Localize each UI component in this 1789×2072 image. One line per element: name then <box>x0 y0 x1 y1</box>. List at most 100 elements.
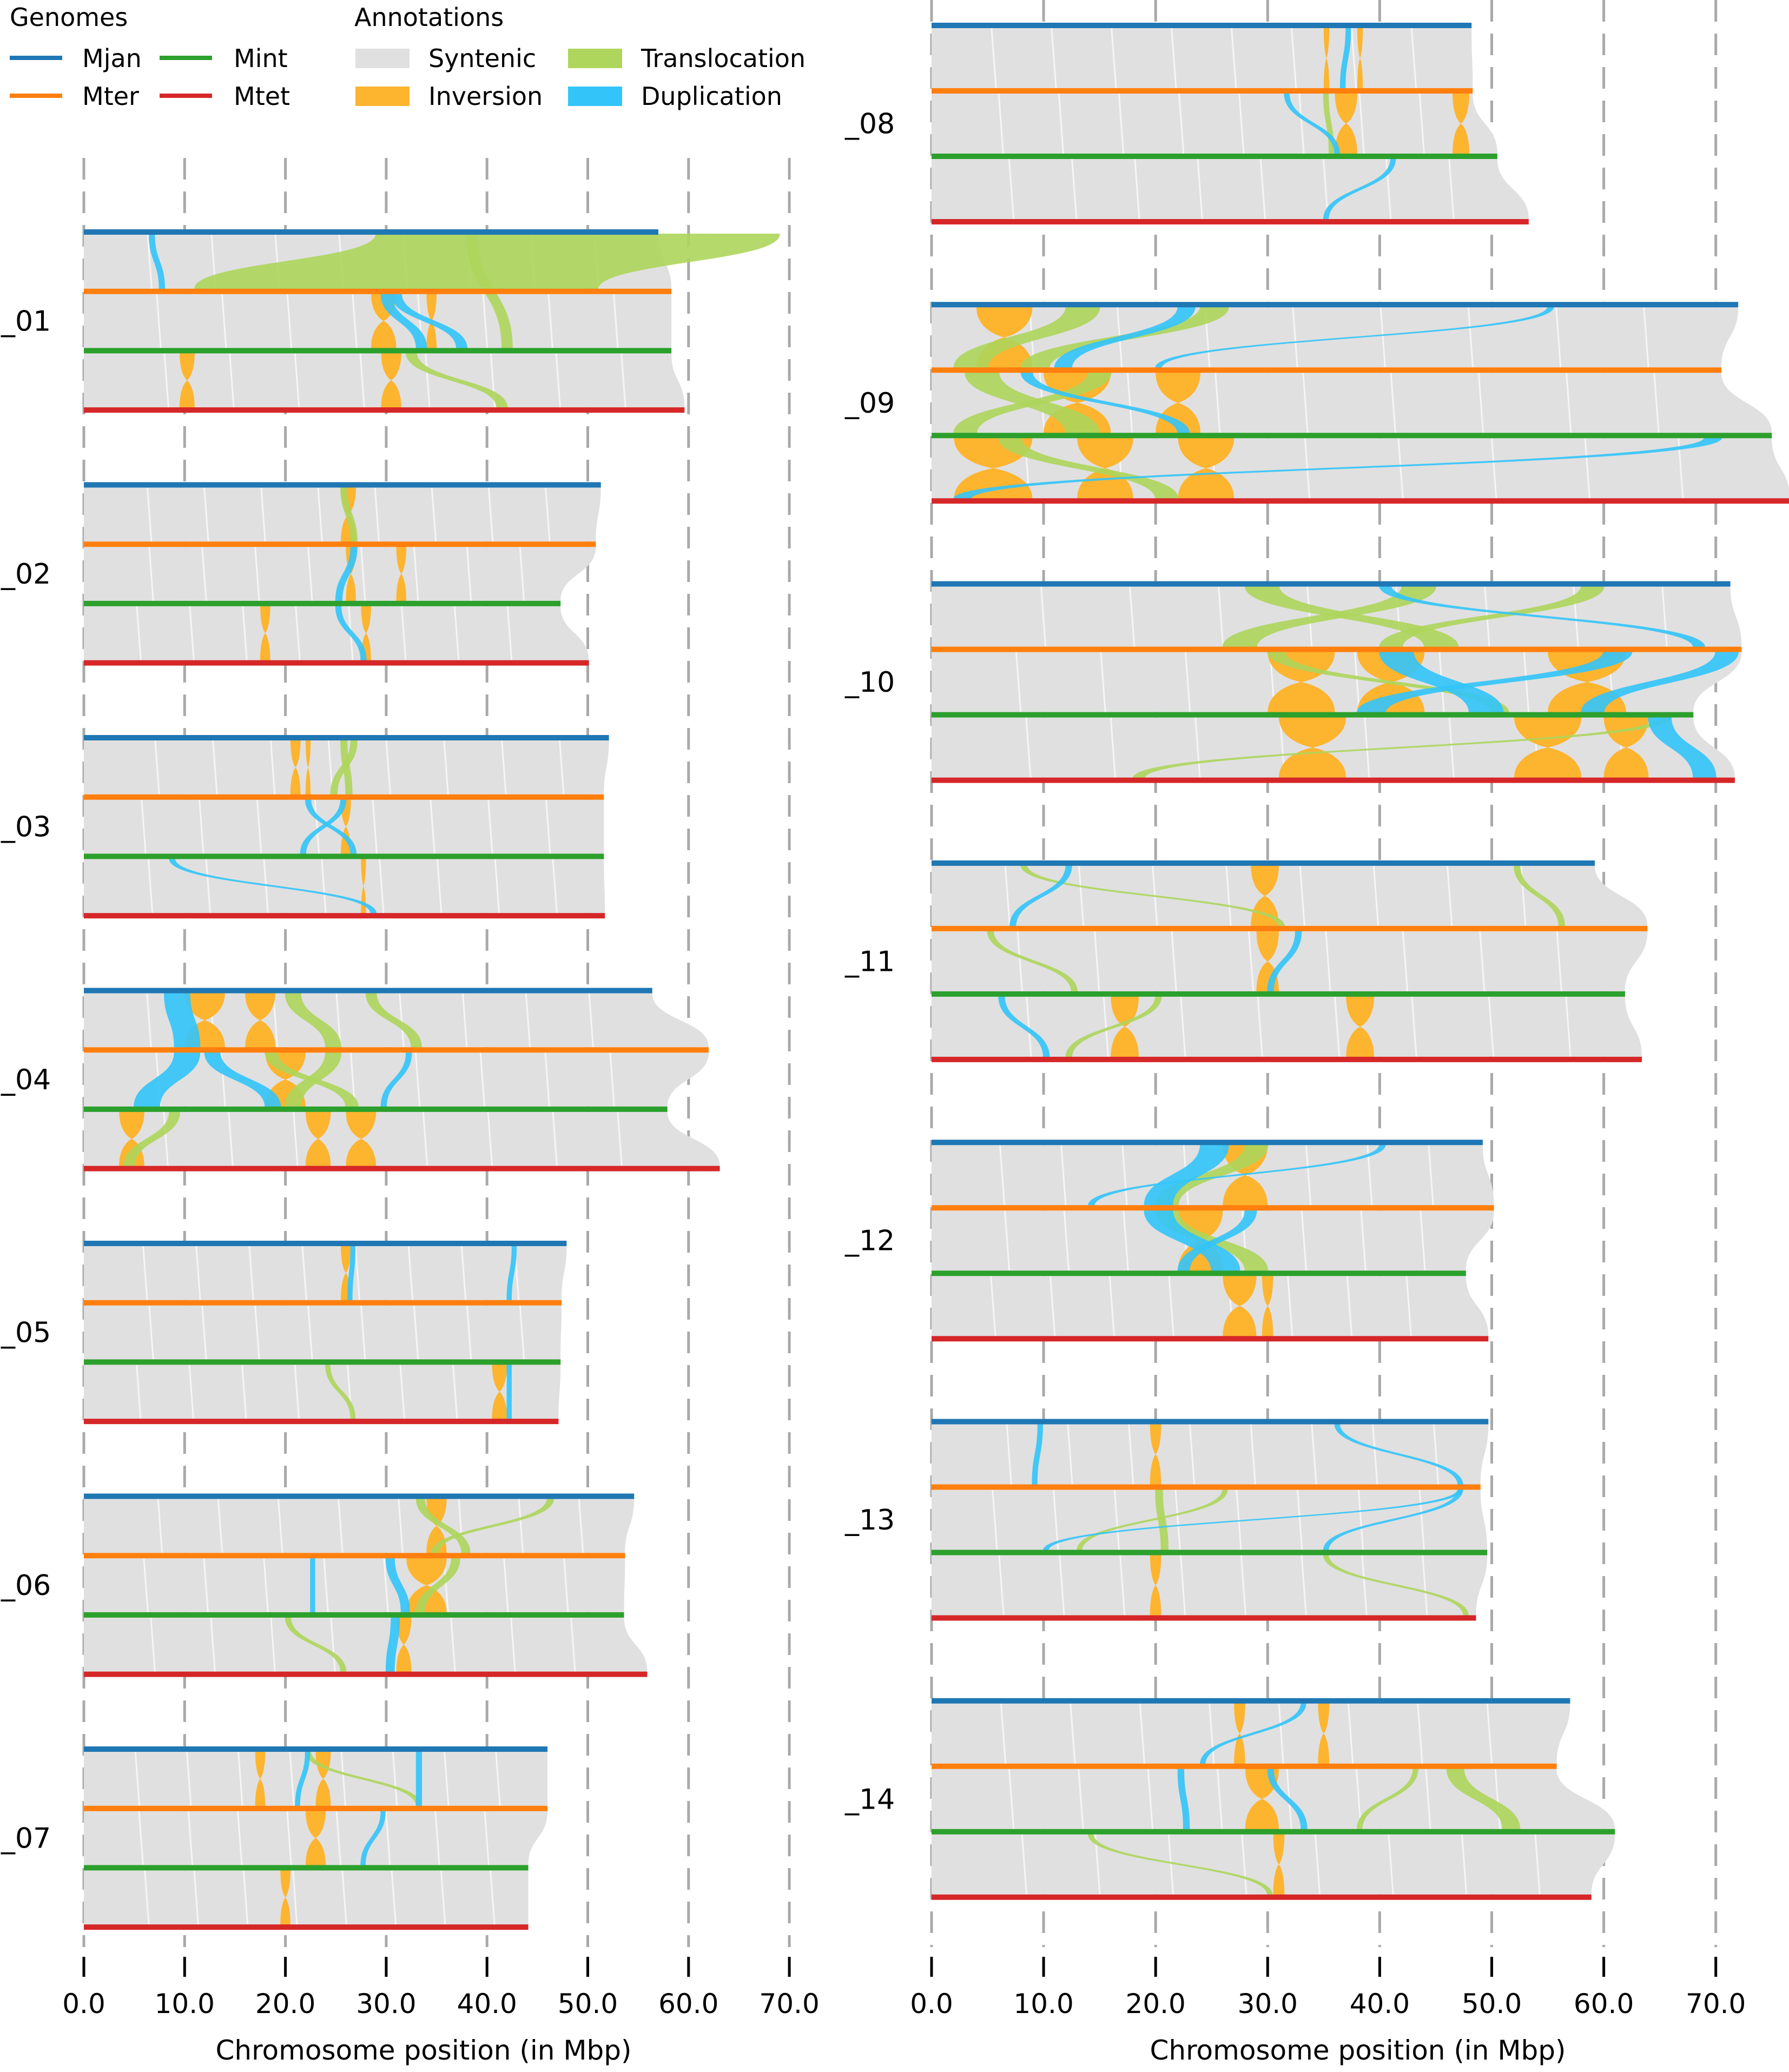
syntenic-gap <box>1534 1834 1541 1895</box>
chromosome-label: _04 <box>1 1064 51 1096</box>
syntenic-gap <box>330 1617 336 1672</box>
syntenic-gap <box>1292 307 1298 368</box>
x-tick-label: 30.0 <box>356 1988 416 2020</box>
syntenic-gap <box>1287 1276 1293 1336</box>
chromosome-label: _07 <box>1 1823 51 1855</box>
syntenic-gap <box>195 1246 201 1300</box>
inversion-ribbon <box>396 546 407 601</box>
syntenic-gap <box>479 1052 486 1107</box>
syntenic-gap <box>425 353 431 408</box>
syntenic-gap <box>413 547 419 601</box>
syntenic-gap <box>228 1111 234 1166</box>
inversion-ribbon <box>1150 1424 1161 1485</box>
syntenic-gap <box>1410 28 1417 89</box>
syntenic-gap <box>352 294 358 348</box>
x-tick-label: 10.0 <box>1013 1988 1073 2020</box>
inversion-ribbon <box>954 438 1033 499</box>
syntenic-gap <box>1361 1555 1368 1616</box>
syntenic-gap <box>1432 1424 1440 1485</box>
chromosome-label: _14 <box>844 1783 895 1816</box>
syntenic-gap <box>143 1558 149 1613</box>
syntenic-gap <box>148 547 154 601</box>
syntenic-gap <box>570 1617 576 1672</box>
syntenic-gap <box>1071 158 1078 220</box>
x-tick-label: 60.0 <box>658 1988 718 2020</box>
syntenic-gap <box>1006 1424 1012 1485</box>
syntenic-gap <box>1197 158 1203 220</box>
syntenic-gap <box>1358 93 1365 154</box>
legend-mint-label: Mint <box>234 44 288 73</box>
syntenic-gap <box>1189 1424 1196 1485</box>
x-tick-label: 40.0 <box>1350 1988 1410 2020</box>
syntenic-band <box>84 859 605 913</box>
syntenic-gap <box>444 1751 450 1806</box>
syntenic-gap <box>154 740 160 795</box>
syntenic-gap <box>335 993 341 1048</box>
syntenic-gap <box>210 1617 216 1672</box>
syntenic-gap <box>1388 1834 1394 1895</box>
syntenic-gap <box>201 547 207 601</box>
syntenic-gap <box>1325 931 1331 992</box>
syntenic-gap <box>307 1305 313 1360</box>
syntenic-gap <box>1015 652 1022 712</box>
syntenic-gap <box>992 1490 998 1550</box>
syntenic-gap <box>1555 307 1562 368</box>
syntenic-gap <box>443 740 449 795</box>
syntenic-gap <box>1070 1703 1076 1764</box>
inversion-ribbon <box>426 1498 447 1554</box>
syntenic-band <box>84 799 604 854</box>
legend-genomes-title: Genomes <box>10 3 128 32</box>
syntenic-gap <box>156 294 162 348</box>
syntenic-gap <box>221 294 227 348</box>
syntenic-gap <box>1301 1555 1307 1616</box>
chromosome-block-11: _11 <box>844 860 1648 1062</box>
syntenic-band <box>932 159 1529 219</box>
x-tick-label: 50.0 <box>1462 1988 1522 2020</box>
syntenic-gap <box>1078 1769 1084 1829</box>
syntenic-gap <box>1179 1555 1186 1616</box>
syntenic-gap <box>552 1111 558 1166</box>
syntenic-gap <box>254 1305 260 1360</box>
syntenic-band <box>932 652 1742 712</box>
inversion-ribbon <box>1150 1554 1161 1616</box>
syntenic-band <box>932 931 1648 991</box>
syntenic-gap <box>203 487 209 542</box>
x-axes: 0.0 10.0 20.0 30.0 40.0 50.0 60.0 70.0 0.0 10.0 20… <box>62 1957 1746 2020</box>
legend-annotations: Annotations Syntenic Inversion Transloca… <box>354 3 806 111</box>
inversion-ribbon <box>1279 717 1346 778</box>
syntenic-gap <box>1008 158 1015 220</box>
syntenic-gap <box>1364 717 1370 778</box>
inversion-ribbon <box>1335 93 1357 154</box>
syntenic-gap <box>1063 1210 1070 1271</box>
syntenic-gap <box>136 606 142 660</box>
chromosome-label: _13 <box>844 1504 895 1537</box>
syntenic-gap <box>434 1811 440 1865</box>
syntenic-gap <box>1486 1703 1493 1764</box>
syntenic-gap <box>146 993 152 1048</box>
syntenic-gap <box>359 353 365 408</box>
syntenic-gap <box>1051 28 1057 89</box>
syntenic-gap <box>1236 1490 1242 1550</box>
syntenic-gap <box>1171 931 1177 992</box>
syntenic-band <box>932 996 1642 1057</box>
syntenic-gap <box>519 547 525 601</box>
syntenic-gap <box>1021 1834 1028 1895</box>
inversion-ribbon <box>1178 438 1235 499</box>
syntenic-gap <box>613 294 619 348</box>
syntenic-gap <box>163 1111 169 1166</box>
syntenic-gap <box>466 547 472 601</box>
chromosome-block-01: _01 <box>1 229 780 413</box>
inversion-ribbon <box>255 1751 266 1806</box>
syntenic-gap <box>413 1305 419 1360</box>
syntenic-gap <box>1118 93 1125 154</box>
syntenic-gap <box>1121 1145 1128 1206</box>
legend-inversion-swatch <box>355 87 410 106</box>
syntenic-gap <box>1411 996 1417 1057</box>
syntenic-band <box>932 438 1789 499</box>
inversion-ribbon <box>1318 1703 1330 1764</box>
inversion-ribbon <box>245 992 275 1048</box>
syntenic-gap <box>1661 586 1668 647</box>
syntenic-gap <box>1346 1276 1353 1336</box>
inversion-ribbon <box>1223 1275 1257 1337</box>
syntenic-gap <box>1566 373 1572 433</box>
